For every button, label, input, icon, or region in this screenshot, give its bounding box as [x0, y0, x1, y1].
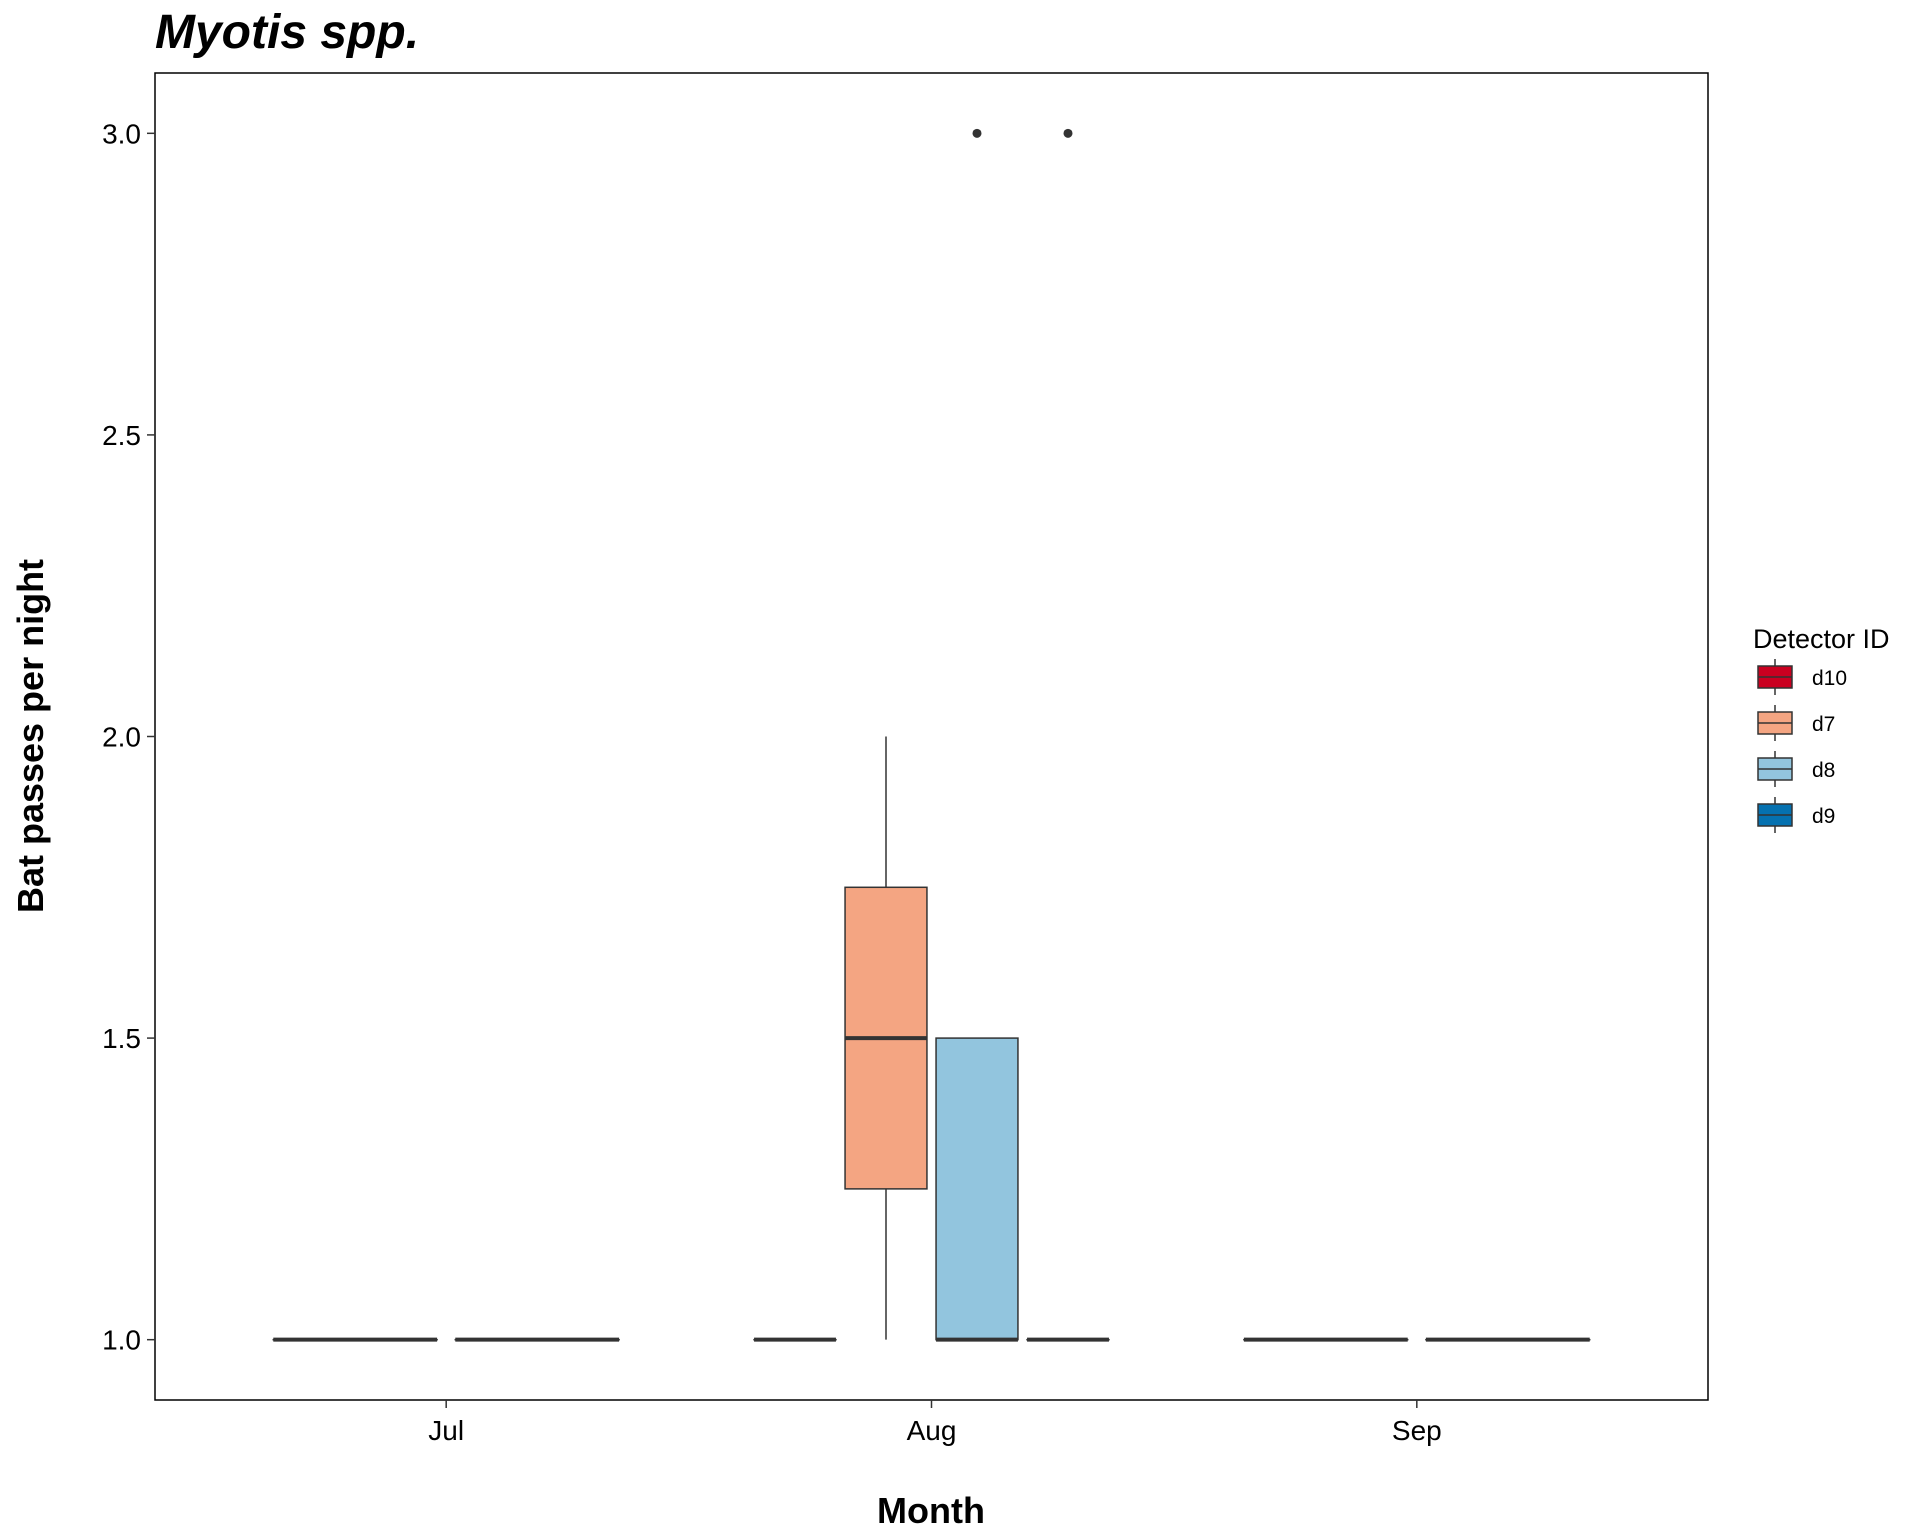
legend-item-d7: d7	[1757, 705, 1835, 741]
legend-label: d9	[1812, 805, 1835, 828]
legend-label: d8	[1812, 759, 1835, 782]
box-aug-d9	[1026, 128, 1110, 1342]
y-tick-label: 2.0	[102, 722, 141, 753]
box-aug-d8	[935, 128, 1019, 1342]
y-tick-label: 2.5	[102, 420, 141, 451]
chart-title: Myotis spp.	[155, 6, 419, 59]
y-tick-label: 3.0	[102, 118, 141, 149]
x-tick-label: Aug	[907, 1415, 957, 1446]
y-axis: 1.0 1.5 2.0 2.5 3.0	[102, 118, 155, 1356]
y-tick-label: 1.5	[102, 1023, 141, 1054]
outlier-point	[972, 128, 982, 138]
legend: Detector ID d10 d7 d8 d9	[1753, 624, 1890, 833]
box-aug-d7	[844, 736, 928, 1340]
legend-item-d8: d8	[1757, 751, 1835, 787]
legend-label: d7	[1812, 713, 1835, 736]
y-tick-label: 1.0	[102, 1325, 141, 1356]
legend-item-d9: d9	[1757, 797, 1835, 833]
boxes	[272, 128, 1591, 1342]
x-axis-title: Month	[877, 1490, 985, 1531]
plot-panel	[154, 72, 1709, 1401]
x-tick-label: Sep	[1392, 1415, 1442, 1446]
x-tick-label: Jul	[428, 1415, 464, 1446]
y-axis-title: Bat passes per night	[10, 559, 51, 913]
legend-item-d10: d10	[1757, 659, 1847, 695]
box-body	[935, 1037, 1019, 1341]
x-axis: Jul Aug Sep	[428, 1400, 1442, 1446]
legend-title: Detector ID	[1753, 624, 1890, 654]
outlier-point	[1063, 128, 1073, 138]
legend-label: d10	[1812, 667, 1847, 690]
